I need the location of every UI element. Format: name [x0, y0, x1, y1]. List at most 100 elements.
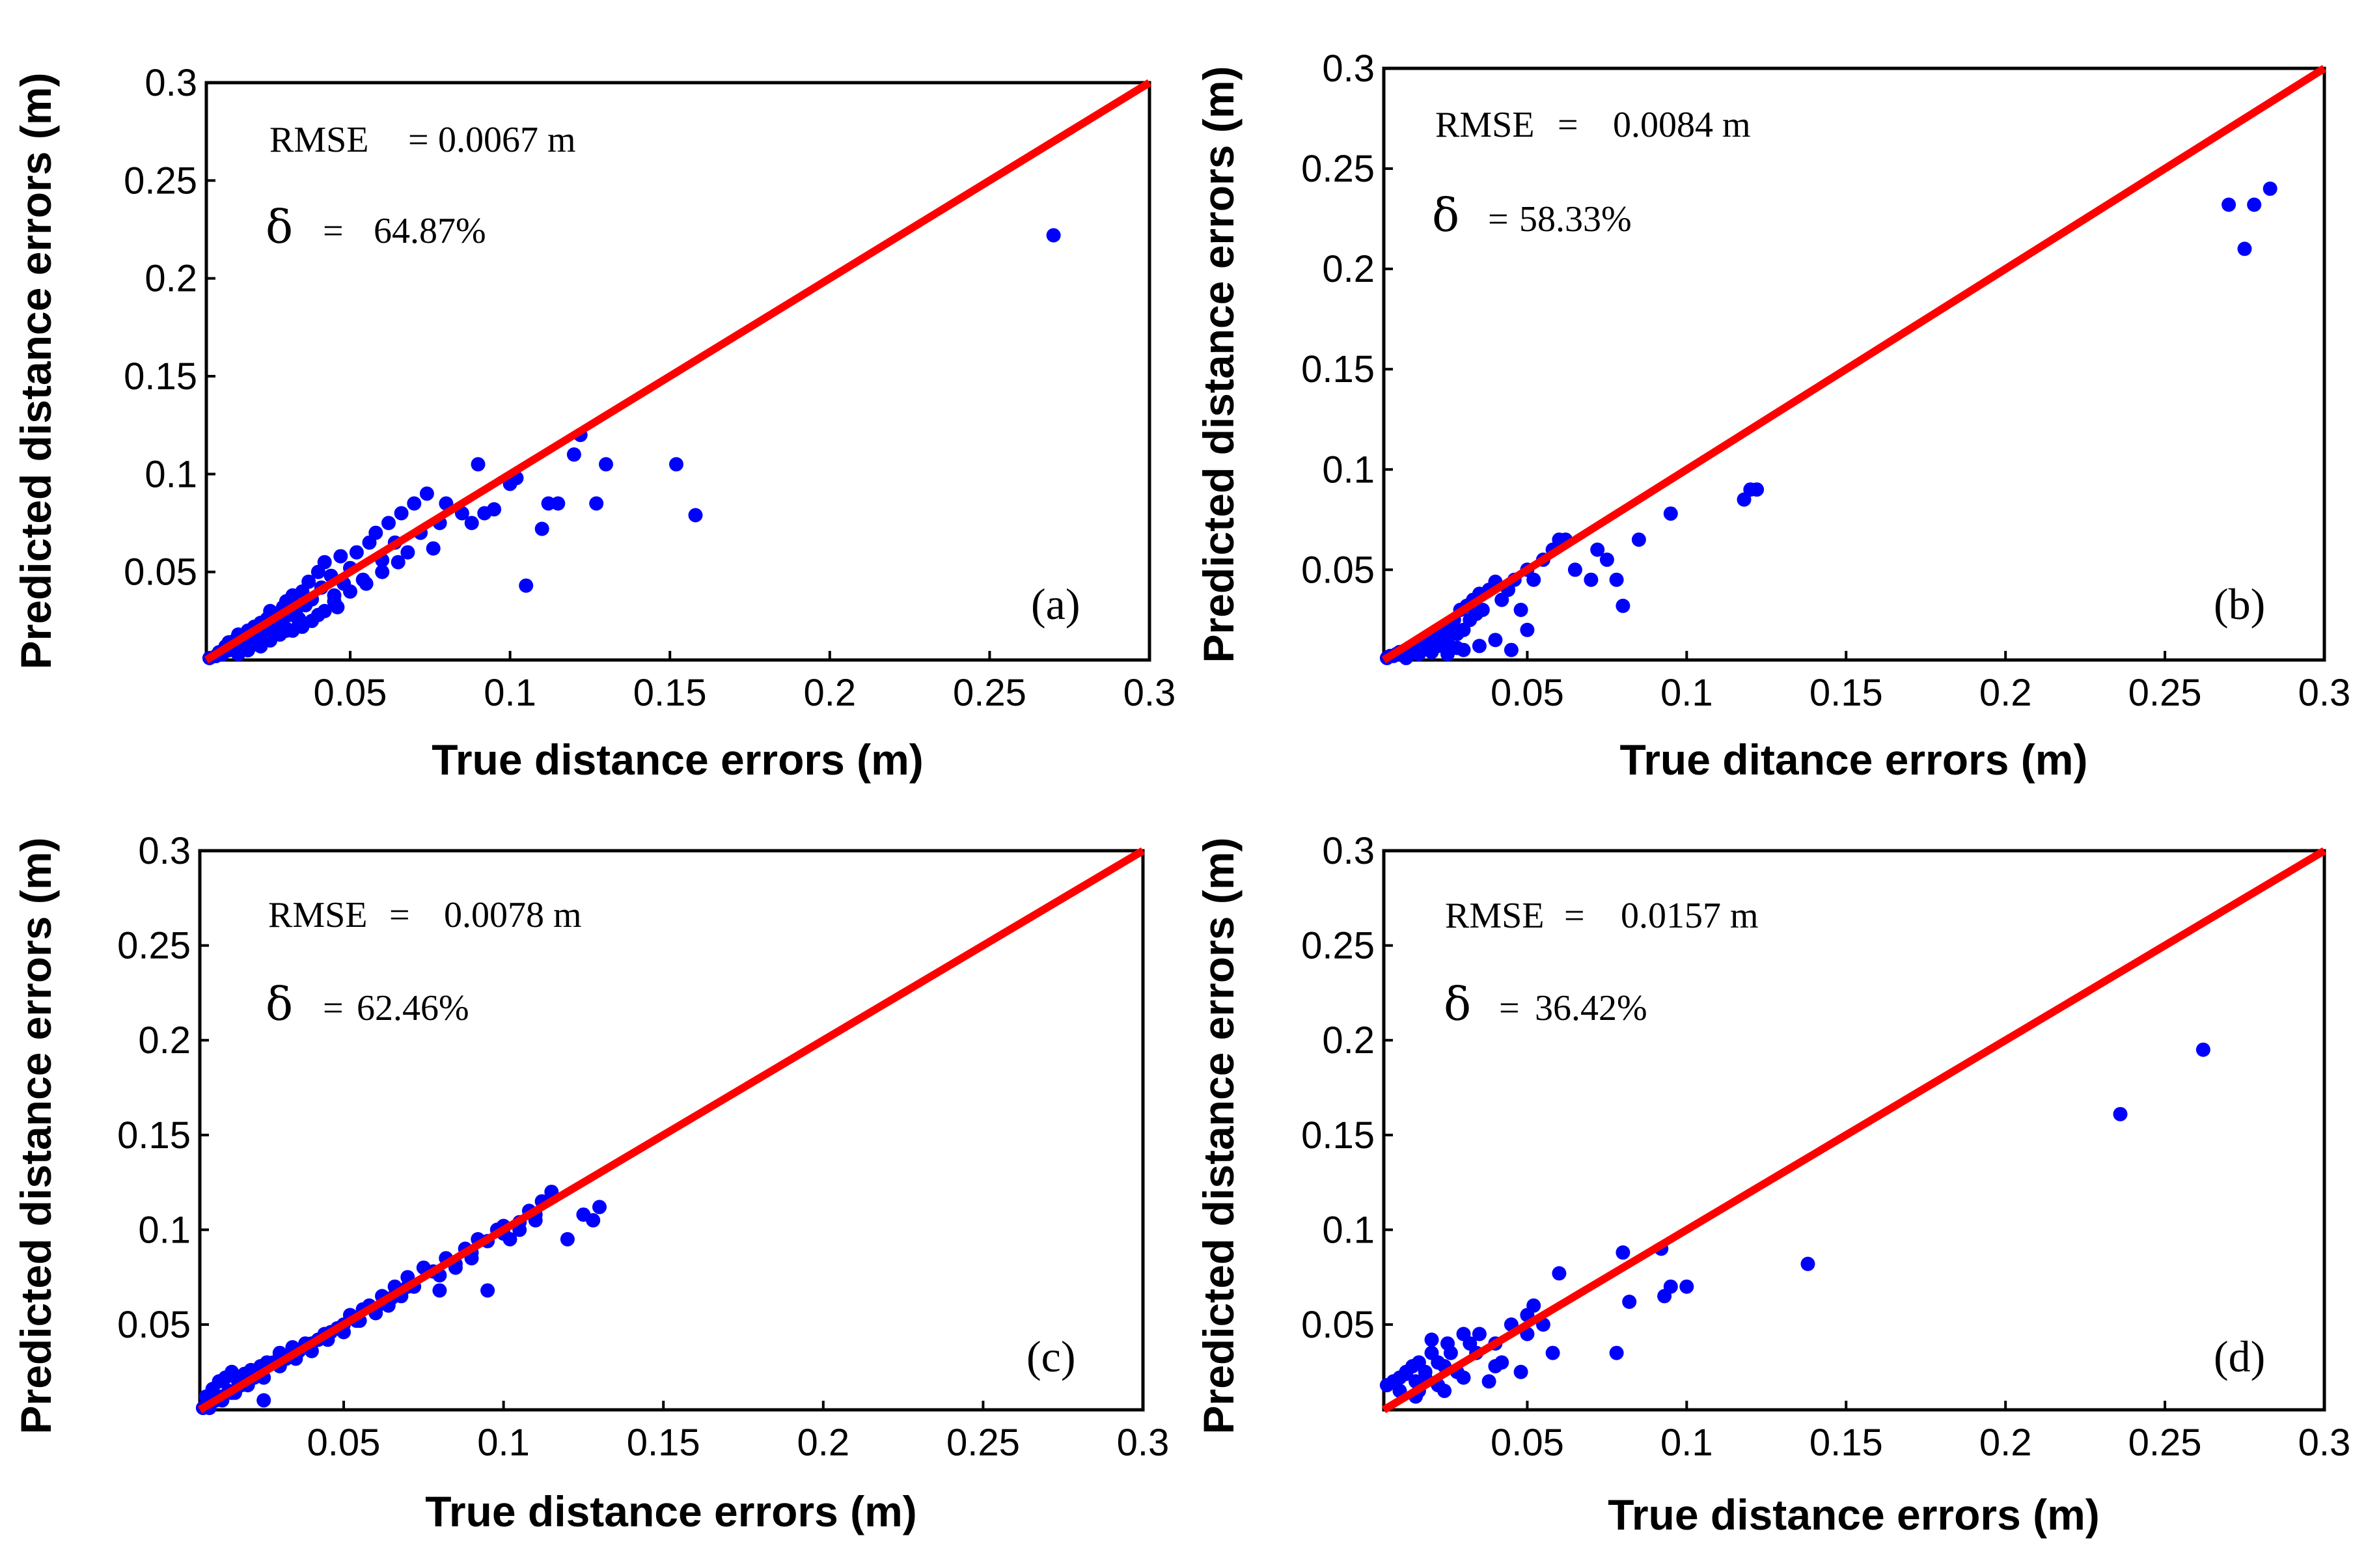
reference-line — [1381, 64, 2327, 664]
data-point — [2247, 197, 2262, 212]
delta-equals: = — [323, 988, 344, 1028]
y-tick-label: 0.1 — [1322, 448, 1375, 491]
data-point — [1545, 1345, 1560, 1360]
y-tick-label: 0.15 — [1301, 348, 1375, 391]
x-tick-label: 0.2 — [797, 1422, 849, 1464]
data-point — [487, 502, 502, 517]
data-point — [1437, 639, 1452, 653]
y-tick-label: 0.2 — [138, 1019, 191, 1062]
x-tick-labels: 0.05 0.1 0.15 0.2 0.25 0.3 — [314, 651, 1176, 714]
x-tick-label: 0.25 — [953, 672, 1026, 714]
delta-symbol: δ — [266, 978, 293, 1031]
data-point — [310, 607, 325, 622]
data-point — [1616, 598, 1630, 613]
x-tick-label: 0.05 — [307, 1422, 381, 1464]
y-tick-labels: 0.05 0.1 0.15 0.2 0.25 0.3 — [1301, 830, 1393, 1346]
y-tick-label: 0.1 — [144, 453, 197, 495]
data-point — [1622, 1295, 1637, 1309]
delta-equals: = — [1499, 988, 1520, 1028]
data-point — [1456, 1370, 1471, 1385]
data-point — [589, 496, 604, 511]
rmse-value: 0.0078 m — [444, 895, 582, 935]
x-tick-label: 0.25 — [946, 1422, 1020, 1464]
delta-equals: = — [1488, 199, 1509, 240]
data-point — [1800, 1256, 1815, 1271]
data-point — [1526, 572, 1541, 587]
plot-area-frame — [198, 849, 1145, 1412]
x-tick-label: 0.2 — [803, 672, 856, 714]
x-tick-label: 0.15 — [1809, 672, 1883, 714]
data-point — [391, 555, 406, 570]
data-point — [1399, 650, 1414, 665]
x-tick-label: 0.15 — [627, 1422, 700, 1464]
data-point — [1443, 1345, 1458, 1360]
y-tick-label: 0.25 — [1301, 925, 1375, 967]
x-tick-label: 0.3 — [1123, 672, 1176, 714]
x-axis-label: True ditance errors (m) — [1620, 736, 2088, 784]
y-tick-label: 0.15 — [117, 1114, 191, 1157]
y-tick-label: 0.3 — [1322, 830, 1375, 872]
delta-value: 36.42% — [1535, 988, 1647, 1028]
data-point — [1481, 1374, 1496, 1389]
data-point — [1488, 1359, 1503, 1373]
data-point — [1663, 506, 1678, 521]
data-point — [333, 549, 348, 564]
y-tick-label: 0.05 — [117, 1304, 191, 1346]
data-point — [407, 496, 422, 511]
data-point — [669, 457, 683, 472]
data-point — [1488, 633, 1503, 648]
data-point — [400, 545, 415, 560]
x-tick-label: 0.1 — [477, 1422, 530, 1464]
data-point — [1437, 1383, 1452, 1398]
y-tick-label: 0.2 — [1322, 1019, 1375, 1062]
data-point — [586, 1213, 601, 1228]
y-tick-label: 0.3 — [1322, 48, 1375, 90]
data-point — [464, 516, 479, 530]
y-tick-label: 0.1 — [138, 1209, 191, 1251]
data-point — [1475, 603, 1490, 617]
data-point — [1609, 572, 1624, 587]
rmse-label: RMSE — [269, 120, 369, 160]
y-tick-labels: 0.05 0.1 0.15 0.2 0.25 0.3 — [117, 830, 209, 1346]
data-point — [301, 574, 316, 589]
x-axis-label: True distance errors (m) — [425, 1487, 917, 1535]
y-tick-label: 0.25 — [124, 159, 197, 202]
data-point — [2195, 1042, 2210, 1057]
data-point — [432, 1283, 447, 1298]
data-point — [349, 545, 364, 560]
panel-label: (b) — [2214, 579, 2265, 629]
data-point — [1472, 639, 1487, 653]
plot-area-frame — [1382, 66, 2326, 662]
x-tick-label: 0.05 — [314, 672, 387, 714]
data-point — [394, 506, 409, 521]
delta-symbol: δ — [1444, 978, 1471, 1031]
x-tick-label: 0.1 — [1660, 1422, 1713, 1464]
data-point — [256, 1393, 271, 1408]
data-point — [317, 555, 332, 570]
y-tick-label: 0.15 — [1301, 1114, 1375, 1157]
data-point — [592, 1200, 607, 1215]
data-point — [368, 525, 383, 540]
y-axis-label: Predicted distance errors (m) — [1194, 838, 1243, 1435]
data-point — [1631, 532, 1646, 547]
y-tick-labels: 0.05 0.1 0.15 0.2 0.25 0.3 — [1301, 48, 1393, 591]
data-point — [1424, 644, 1439, 659]
x-tick-label: 0.3 — [2298, 672, 2351, 714]
data-point — [1520, 622, 1535, 637]
data-point — [1526, 1298, 1541, 1313]
data-point — [519, 578, 534, 593]
x-tick-label: 0.2 — [1979, 1422, 2032, 1464]
x-tick-label: 0.3 — [2298, 1422, 2351, 1464]
data-point — [1513, 603, 1528, 617]
scatter-points — [1379, 1042, 2210, 1404]
y-tick-label: 0.2 — [144, 258, 197, 300]
data-point — [560, 1231, 575, 1246]
data-point — [381, 516, 396, 530]
x-tick-labels: 0.05 0.1 0.15 0.2 0.25 0.3 — [307, 1401, 1169, 1464]
panel-label: (a) — [1031, 579, 1080, 629]
x-tick-label: 0.1 — [1660, 672, 1713, 714]
x-tick-labels: 0.05 0.1 0.15 0.2 0.25 0.3 — [1491, 1401, 2350, 1464]
y-tick-label: 0.3 — [138, 830, 191, 872]
y-tick-label: 0.25 — [1301, 148, 1375, 190]
data-point — [375, 564, 390, 579]
